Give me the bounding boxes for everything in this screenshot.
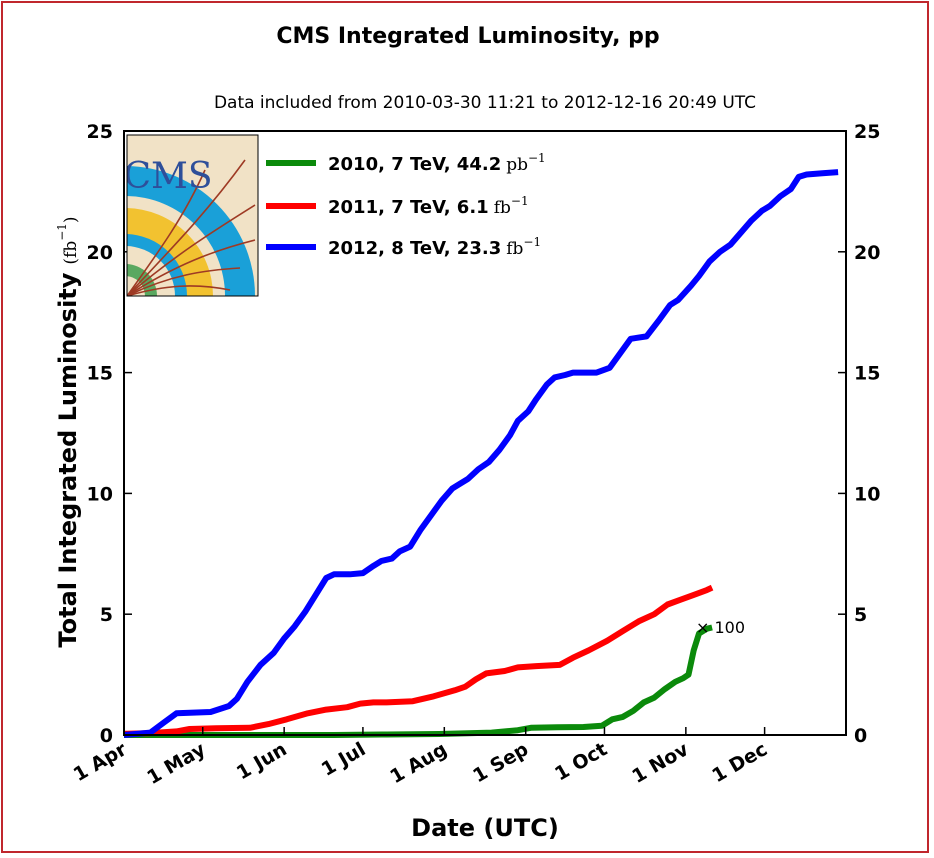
y-tick-label-right: 20 (854, 242, 880, 264)
logo-tracks (127, 159, 256, 296)
scale-annotation-2010: × 100 (696, 618, 745, 637)
y-tick-label-right: 10 (854, 483, 880, 505)
y-tick-label-left: 25 (87, 121, 113, 143)
x-tick-label: 1 Sep (469, 738, 532, 787)
y-tick-label-left: 10 (87, 483, 113, 505)
x-axis-label: Date (UTC) (411, 814, 559, 842)
cms-logo: CMS (123, 134, 259, 297)
x-tick-label: 1 May (143, 738, 209, 789)
y-tick-label-left: 0 (100, 725, 113, 747)
x-tick-label: 1 Jun (233, 738, 291, 784)
x-tick-label: 1 Aug (386, 738, 450, 788)
y-tick-label-right: 5 (854, 604, 867, 626)
series-line-2011 (123, 584, 714, 737)
chart-subtitle: Data included from 2010-03-30 11:21 to 2… (214, 93, 756, 113)
y-tick-label-right: 0 (854, 725, 867, 747)
logo-text: CMS (123, 156, 212, 197)
x-tick-label: 1 Jul (318, 738, 370, 781)
legend-label-2011: 2011, 7 TeV, 6.1 fb−1 (328, 194, 529, 218)
series-line-2012 (123, 169, 839, 738)
plot-area-frame (123, 130, 847, 736)
x-tick-label: 1 Dec (708, 738, 771, 787)
chart-title: CMS Integrated Luminosity, pp (276, 24, 659, 49)
y-tick-label-left: 20 (87, 242, 113, 264)
x-tick-label: 1 Oct (551, 738, 611, 785)
y-tick-label-right: 15 (854, 363, 880, 385)
series-line-2010 (124, 624, 713, 738)
legend-label-2010: 2010, 7 TeV, 44.2 pb−1 (328, 151, 546, 175)
y-tick-label-left: 15 (87, 363, 113, 385)
legend: 2010, 7 TeV, 44.2 pb−1 2011, 7 TeV, 6.1 fb… (266, 151, 546, 259)
y-tick-label-left: 5 (100, 604, 113, 626)
legend-label-2012: 2012, 8 TeV, 23.3 fb−1 (328, 235, 541, 259)
logo-border (126, 134, 259, 297)
x-tick-label: 1 Nov (628, 738, 693, 788)
y-axis-label: Total Integrated Luminosity(fb−1) (54, 216, 82, 647)
y-tick-label-right: 25 (854, 121, 880, 143)
